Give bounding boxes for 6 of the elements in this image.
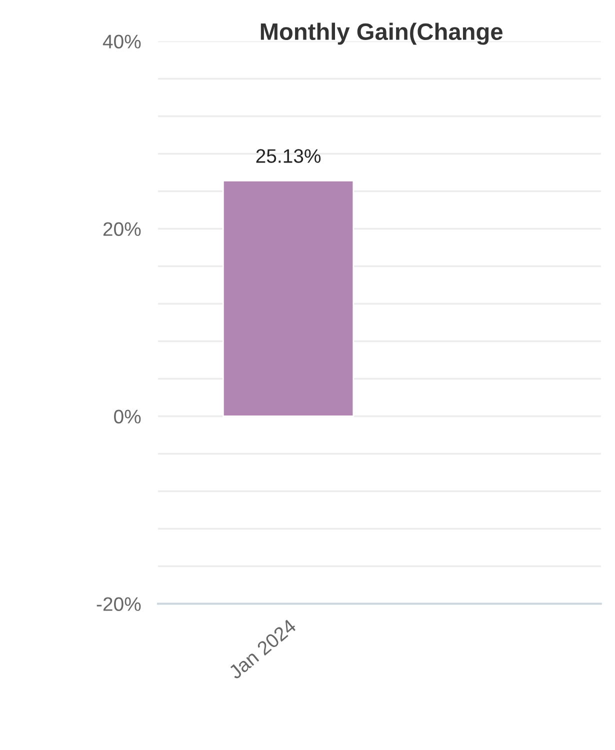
y-tick-label: 0% <box>114 410 141 424</box>
y-tick-label: 40% <box>102 34 141 48</box>
y-tick-label: 20% <box>103 222 141 236</box>
chart-title: Monthly Gain(Change <box>260 22 502 45</box>
y-tick-label: -20% <box>96 597 141 611</box>
data-label: 25.13% <box>256 149 321 163</box>
